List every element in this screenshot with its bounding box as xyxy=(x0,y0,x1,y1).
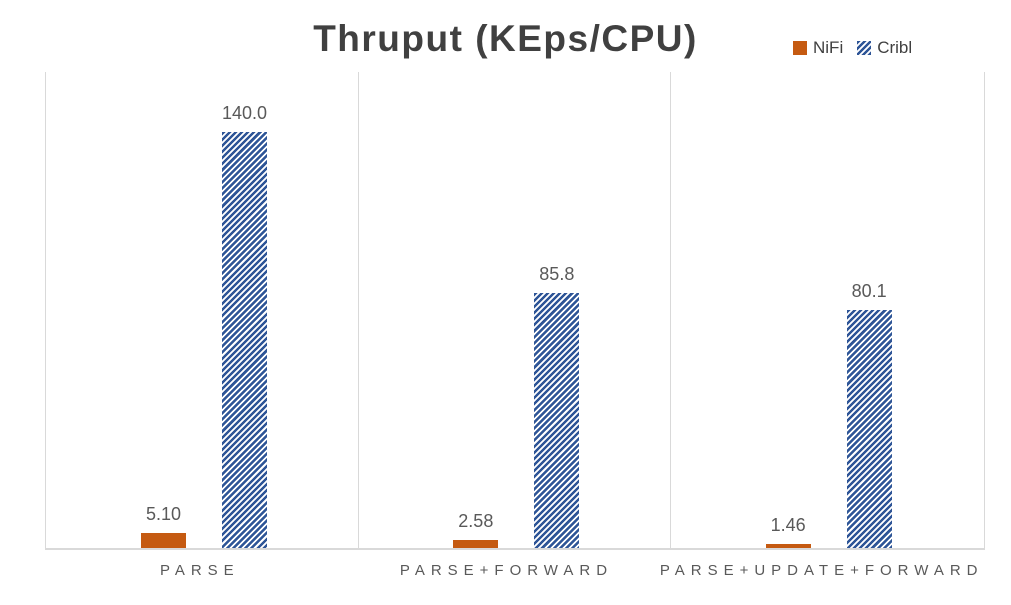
bar-nifi-parse-update-forward xyxy=(765,543,811,548)
bar-cribl-parse-forward xyxy=(534,293,580,548)
legend-item-cribl: Cribl xyxy=(857,38,912,58)
data-label-nifi-parse: 5.10 xyxy=(145,503,182,524)
legend-item-nifi: NiFi xyxy=(793,38,843,58)
category-label-parse: PARSE xyxy=(159,562,240,579)
category-axis: PARSE PARSE+FORWARD PARSE+UPDATE+FORWARD xyxy=(47,562,984,579)
data-label-nifi-parse-forward: 2.58 xyxy=(458,511,494,532)
data-label-cribl-parse-update-forward: 80.1 xyxy=(851,281,887,301)
data-label-cribl-parse-forward: 85.8 xyxy=(539,264,575,284)
legend-label-cribl: Cribl xyxy=(877,38,913,57)
bar-cribl-parse-update-forward xyxy=(846,310,892,548)
plot-area: 5.10 140.0 2.58 85.8 1.46 80.1 xyxy=(45,72,985,550)
category-divider-gridline xyxy=(357,72,360,548)
legend-label-nifi: NiFi xyxy=(813,38,844,57)
bar-nifi-parse-forward xyxy=(453,540,499,548)
category-divider-gridline xyxy=(669,72,672,548)
category-label-parse-forward: PARSE+FORWARD xyxy=(399,562,614,579)
chart-title: Thruput (KEps/CPU) xyxy=(313,18,698,59)
category-label-parse-update-forward: PARSE+UPDATE+FORWARD xyxy=(659,562,984,579)
bar-nifi-parse xyxy=(141,532,186,548)
bar-cribl-parse xyxy=(222,131,267,548)
nifi-swatch-icon xyxy=(793,41,807,55)
data-label-cribl-parse: 140.0 xyxy=(221,102,268,123)
cribl-hatch-swatch-icon xyxy=(857,41,872,55)
data-label-nifi-parse-update-forward: 1.46 xyxy=(770,514,806,535)
chart-legend: NiFi Cribl xyxy=(793,38,913,58)
